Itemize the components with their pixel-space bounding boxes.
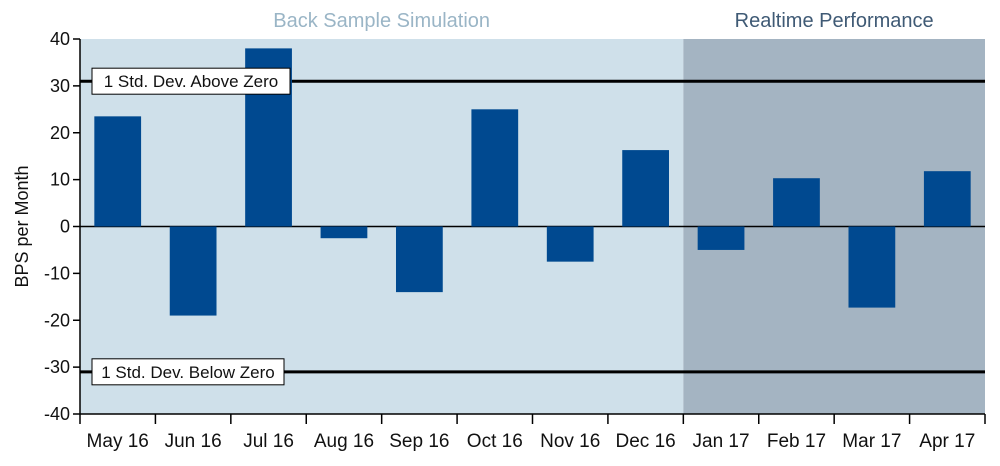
x-tick-label: Apr 17: [919, 431, 975, 452]
bar-mar-17: [848, 226, 896, 308]
x-tick-label: Dec 16: [616, 431, 676, 452]
bar-oct-16: [471, 109, 519, 227]
bar-jun-16: [169, 226, 217, 316]
labels-layer: Back Sample Simulation Realtime Performan…: [12, 10, 934, 386]
x-tick-label: Mar 17: [842, 431, 901, 452]
x-tick-label: Aug 16: [314, 431, 374, 452]
x-tick-label: Jul 16: [243, 431, 294, 452]
bar-may-16: [94, 116, 142, 227]
x-tick-label: Jan 17: [693, 431, 750, 452]
region-title-0: Back Sample Simulation: [273, 10, 490, 32]
y-tick-label: 40: [50, 29, 70, 49]
y-tick-label: -30: [44, 357, 70, 377]
y-axis-label: BPS per Month: [12, 165, 32, 287]
x-tick-label: Jun 16: [165, 431, 222, 452]
bars-layer: [94, 48, 971, 316]
y-tick-label: 0: [60, 217, 70, 237]
bar-feb-17: [773, 178, 820, 227]
y-tick-label: 30: [50, 76, 70, 96]
x-tick-label: Sep 16: [389, 431, 449, 452]
bar-sep-16: [395, 226, 443, 293]
x-tick-label: Nov 16: [540, 431, 600, 452]
reference-label-box-1: [91, 358, 285, 386]
bar-jan-17: [697, 226, 745, 250]
region-title-1: Realtime Performance: [735, 10, 934, 32]
bar-aug-16: [320, 226, 368, 239]
y-tick-label: -40: [44, 404, 70, 424]
bar-nov-16: [546, 226, 594, 262]
y-tick-label: -20: [44, 310, 70, 330]
y-tick-label: 20: [50, 123, 70, 143]
reference-label-box-0: [91, 67, 291, 95]
y-tick-label: 10: [50, 170, 70, 190]
reference-label-1: 1 Std. Dev. Below Zero: [101, 363, 275, 382]
bar-dec-16: [622, 150, 670, 227]
reference-label-0: 1 Std. Dev. Above Zero: [104, 72, 279, 91]
axis-layer: 40 30 20 10 0 -10 -20 -30 -40 May 16 Jun 16 Jul 16 A…: [44, 29, 986, 452]
x-tick-label: May 16: [87, 431, 149, 452]
x-tick-label: Feb 17: [767, 431, 826, 452]
y-tick-label: -10: [44, 263, 70, 283]
x-tick-label: Oct 16: [467, 431, 523, 452]
bar-apr-17: [923, 171, 971, 227]
